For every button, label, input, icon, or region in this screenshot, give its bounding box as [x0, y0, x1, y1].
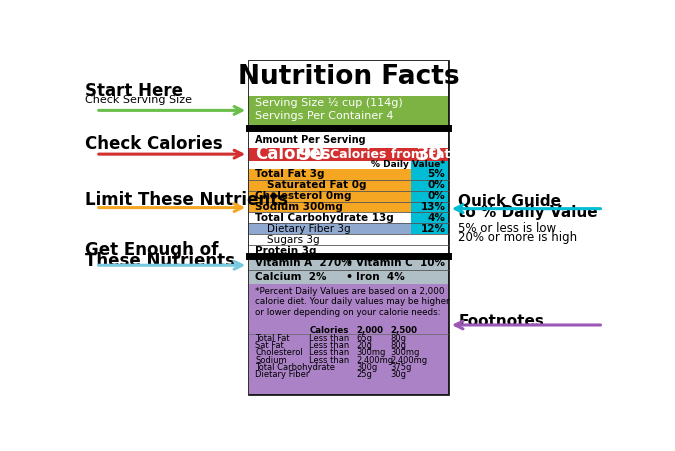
Text: Saturated Fat 0g: Saturated Fat 0g: [267, 180, 367, 190]
Text: Calcium  2%: Calcium 2%: [255, 272, 327, 282]
FancyBboxPatch shape: [249, 61, 448, 395]
Text: 20g: 20g: [356, 341, 373, 350]
FancyBboxPatch shape: [411, 212, 448, 223]
Text: 12%: 12%: [421, 224, 446, 234]
Text: 2,000: 2,000: [356, 326, 383, 335]
FancyBboxPatch shape: [249, 128, 448, 148]
Text: 20% or more is high: 20% or more is high: [458, 231, 578, 244]
Text: 2,500: 2,500: [390, 326, 417, 335]
Text: Vitamin A  270%: Vitamin A 270%: [255, 258, 352, 268]
FancyBboxPatch shape: [411, 202, 448, 212]
Text: Sodium: Sodium: [255, 355, 287, 364]
FancyBboxPatch shape: [411, 169, 448, 179]
Text: 5%: 5%: [427, 169, 446, 179]
Text: Calories from Fat: Calories from Fat: [330, 148, 451, 161]
Text: Serving Size ½ cup (114g): Serving Size ½ cup (114g): [255, 98, 403, 109]
Text: 300mg: 300mg: [390, 348, 420, 357]
Text: Total Fat 3g: Total Fat 3g: [255, 169, 325, 179]
Text: Less than: Less than: [309, 341, 350, 350]
Text: Dietary Fiber: Dietary Fiber: [255, 370, 310, 379]
FancyBboxPatch shape: [411, 161, 448, 169]
Text: 0%: 0%: [427, 191, 446, 201]
FancyBboxPatch shape: [249, 191, 448, 202]
FancyBboxPatch shape: [249, 148, 448, 161]
Text: 300mg: 300mg: [356, 348, 386, 357]
FancyBboxPatch shape: [249, 169, 448, 179]
Text: 375g: 375g: [390, 363, 412, 372]
Text: to % Daily Value: to % Daily Value: [458, 205, 598, 220]
Text: Check Serving Size: Check Serving Size: [86, 95, 192, 105]
Text: 0%: 0%: [427, 180, 446, 190]
Text: 90: 90: [298, 145, 325, 164]
Text: 4%: 4%: [427, 213, 446, 223]
FancyBboxPatch shape: [249, 223, 448, 235]
Text: Sat Fat: Sat Fat: [255, 341, 284, 350]
FancyBboxPatch shape: [249, 284, 448, 395]
Text: Check Calories: Check Calories: [86, 135, 223, 153]
Text: These Nutrients: These Nutrients: [86, 252, 236, 270]
Text: 5% or less is low: 5% or less is low: [458, 222, 556, 235]
Text: Start Here: Start Here: [86, 82, 184, 100]
Text: Sugars 3g: Sugars 3g: [267, 235, 319, 245]
FancyBboxPatch shape: [411, 179, 448, 191]
FancyBboxPatch shape: [411, 191, 448, 202]
Text: Total Carbohydrate 13g: Total Carbohydrate 13g: [255, 213, 394, 223]
Text: Total Fat: Total Fat: [255, 334, 290, 343]
Text: Vitamin C  10%: Vitamin C 10%: [356, 258, 446, 268]
Text: Limit These Nutrients: Limit These Nutrients: [86, 191, 288, 209]
Text: Total Carbohydrate: Total Carbohydrate: [255, 363, 335, 372]
Text: Less than: Less than: [309, 348, 350, 357]
Text: 300g: 300g: [356, 363, 377, 372]
Text: *Percent Daily Values are based on a 2,000
calorie diet. Your daily values may b: *Percent Daily Values are based on a 2,0…: [255, 287, 450, 317]
Text: Cholesterol 0mg: Cholesterol 0mg: [255, 191, 352, 201]
FancyBboxPatch shape: [249, 97, 448, 128]
FancyBboxPatch shape: [249, 235, 448, 245]
Text: Calories: Calories: [255, 146, 331, 163]
Text: 2,400mg: 2,400mg: [356, 355, 394, 364]
Text: Dietary Fiber 3g: Dietary Fiber 3g: [267, 224, 350, 234]
Text: 25g: 25g: [356, 370, 373, 379]
Text: Protein 3g: Protein 3g: [255, 246, 317, 256]
Text: Nutrition Facts: Nutrition Facts: [238, 64, 460, 90]
Text: Servings Per Container 4: Servings Per Container 4: [255, 111, 394, 121]
FancyBboxPatch shape: [249, 202, 448, 212]
FancyBboxPatch shape: [411, 223, 448, 235]
FancyBboxPatch shape: [249, 256, 448, 284]
Text: Get Enough of: Get Enough of: [86, 241, 219, 259]
FancyBboxPatch shape: [249, 212, 448, 223]
Text: 65g: 65g: [356, 334, 373, 343]
Text: 30g: 30g: [390, 370, 406, 379]
Text: 80g: 80g: [390, 334, 406, 343]
Text: •: •: [345, 258, 352, 268]
Text: Less than: Less than: [309, 355, 350, 364]
Text: 80g: 80g: [390, 341, 406, 350]
Text: 13%: 13%: [421, 202, 446, 212]
Text: Calories: Calories: [309, 326, 349, 335]
Text: Amount Per Serving: Amount Per Serving: [255, 134, 366, 145]
FancyBboxPatch shape: [249, 161, 448, 169]
Text: % Daily Value*: % Daily Value*: [371, 161, 446, 170]
Text: •: •: [345, 272, 352, 282]
Text: Cholesterol: Cholesterol: [255, 348, 303, 357]
FancyBboxPatch shape: [249, 179, 448, 191]
FancyBboxPatch shape: [249, 61, 448, 97]
Text: Less than: Less than: [309, 334, 350, 343]
Text: 2,400mg: 2,400mg: [390, 355, 427, 364]
Text: Footnotes: Footnotes: [458, 314, 544, 329]
Text: Sodium 300mg: Sodium 300mg: [255, 202, 344, 212]
FancyBboxPatch shape: [249, 245, 448, 256]
Text: Iron  4%: Iron 4%: [356, 272, 405, 282]
Text: 30: 30: [416, 145, 443, 164]
Text: Quick Guide: Quick Guide: [458, 194, 562, 209]
